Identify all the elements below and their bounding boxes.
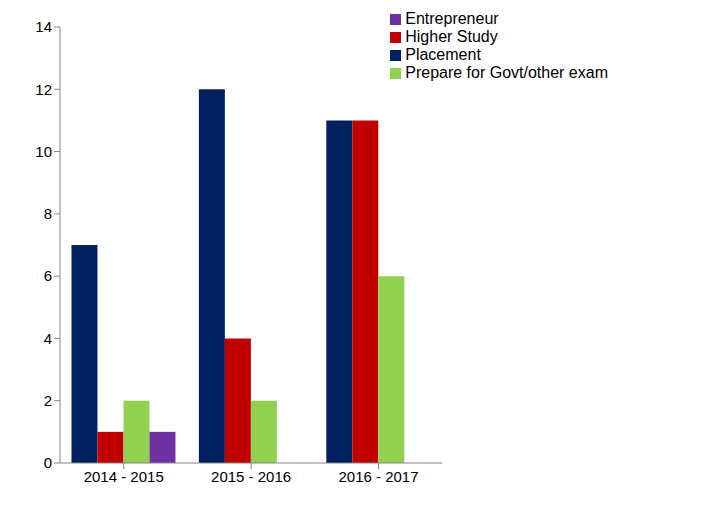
svg-text:2016 - 2017: 2016 - 2017 bbox=[338, 468, 418, 485]
svg-text:2014 - 2015: 2014 - 2015 bbox=[84, 468, 164, 485]
html-text:Prepare for Govt/other exam: Prepare for Govt/other exam bbox=[405, 64, 608, 81]
svg-text:0: 0 bbox=[44, 454, 52, 471]
html-text:Higher Study: Higher Study bbox=[405, 28, 498, 45]
svg-text:12: 12 bbox=[35, 81, 52, 98]
svg-text:2: 2 bbox=[44, 392, 52, 409]
html-text:Entrepreneur: Entrepreneur bbox=[405, 10, 499, 27]
svg-text:10: 10 bbox=[35, 143, 52, 160]
svg-text:8: 8 bbox=[44, 205, 52, 222]
svg-text:2015 - 2016: 2015 - 2016 bbox=[211, 468, 291, 485]
svg-text:4: 4 bbox=[44, 330, 52, 347]
svg-text:14: 14 bbox=[35, 18, 52, 35]
svg-text:6: 6 bbox=[44, 267, 52, 284]
html-text:Placement: Placement bbox=[405, 46, 481, 63]
